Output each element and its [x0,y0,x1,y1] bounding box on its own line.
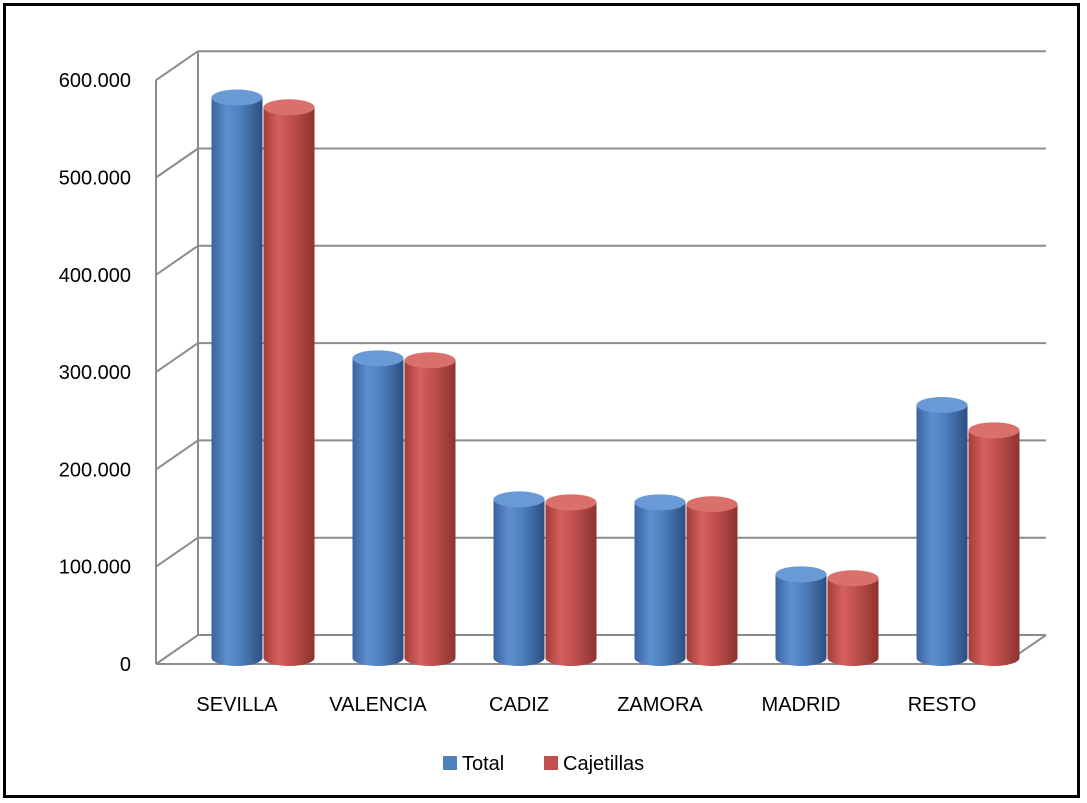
bar-top [352,350,404,367]
x-axis: SEVILLA VALENCIA CADIZ ZAMORA MADRID RESTO [196,694,976,716]
bar-top [775,566,827,583]
x-tick-label: CADIZ [489,694,549,716]
bar-body [352,358,404,666]
gridline-side [155,147,199,179]
bar-top [968,422,1020,439]
legend: Total Cajetillas [443,753,644,775]
x-tick-label: VALENCIA [329,694,427,716]
bar-total-valencia [352,350,404,666]
bar-cajetillas-zamora [686,496,738,666]
x-tick-label: MADRID [762,694,841,716]
bar-chart: 0 100.000 200.000 300.000 400.000 500.000 600.… [59,50,1047,775]
bar-top [211,89,263,106]
bar-body [634,502,686,666]
bar-cajetillas-madrid [827,570,879,666]
bar-total-cadiz [493,491,545,666]
bar-top [493,491,545,508]
bar-top [916,397,968,414]
bar-cajetillas-sevilla [263,99,315,667]
y-tick-label: 400.000 [59,265,131,287]
bar-total-madrid [775,566,827,666]
bar-total-resto [916,397,968,666]
bar-body [545,502,597,666]
bar-top [263,99,315,116]
gridline-side [155,536,199,568]
bar-body [404,360,456,666]
x-tick-label: SEVILLA [196,694,278,716]
bar-cajetillas-valencia [404,352,456,666]
chart-frame: 0 100.000 200.000 300.000 400.000 500.000 600.… [3,3,1080,798]
gridline-side [155,342,199,373]
y-tick-label: 600.000 [59,70,131,92]
bar-top [827,570,879,587]
gridline-side [155,244,199,276]
bar-total-zamora [634,494,686,666]
x-tick-label: RESTO [908,694,977,716]
bars-layer [211,89,1020,667]
y-tick-label: 100.000 [59,557,131,579]
y-axis: 0 100.000 200.000 300.000 400.000 500.000 600.… [59,70,131,676]
bar-top [686,496,738,513]
bar-top [404,352,456,369]
legend-swatch-total [443,756,457,770]
bar-body [968,430,1020,666]
y-tick-label: 200.000 [59,459,131,481]
bar-body [211,97,263,666]
gridline-side [155,50,199,82]
y-tick-label: 300.000 [59,362,131,384]
legend-label-cajetillas: Cajetillas [563,753,644,775]
gridline-side [155,634,199,665]
bar-body [827,578,879,666]
bar-body [263,107,315,667]
bar-body [916,405,968,666]
gridline-side [155,439,199,471]
y-tick-label: 0 [120,654,131,676]
x-tick-label: ZAMORA [617,694,703,716]
bar-cajetillas-cadiz [545,494,597,666]
bar-total-sevilla [211,89,263,666]
bar-cajetillas-resto [968,422,1020,666]
legend-label-total: Total [462,753,504,775]
legend-swatch-cajetillas [544,756,558,770]
bar-body [493,499,545,666]
bar-top [545,494,597,511]
y-tick-label: 500.000 [59,168,131,190]
bar-body [775,574,827,666]
bar-body [686,504,738,666]
bar-top [634,494,686,511]
